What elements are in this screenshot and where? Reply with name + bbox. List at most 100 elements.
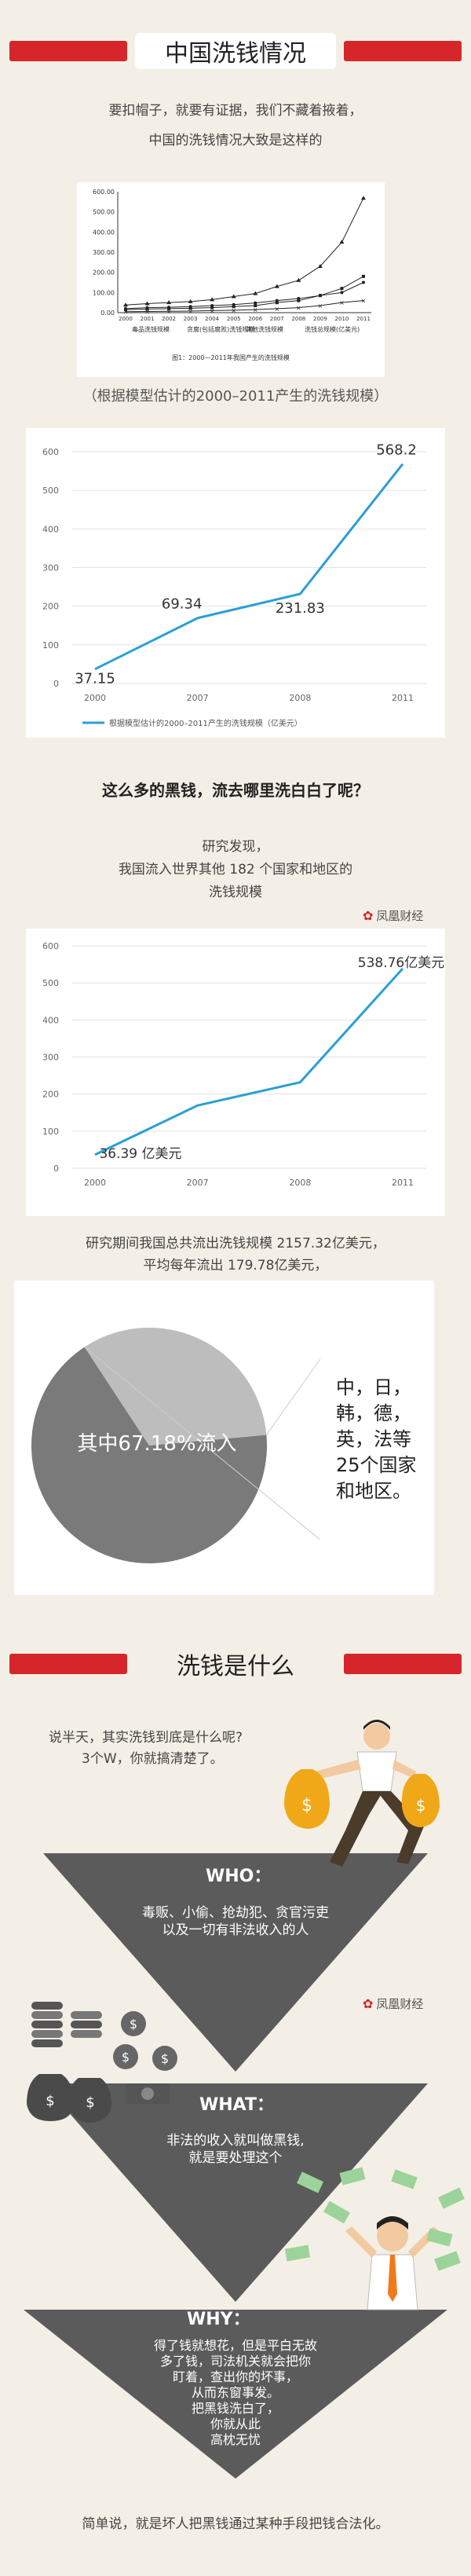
fig1-point: × [231,307,236,314]
fig1-x-tick: 2000 [119,316,133,322]
fig1-point [254,301,257,305]
fig1-point [166,300,172,305]
why-text-line: 从而东窗事发。 [191,2385,279,2400]
flying-money-icon [284,2167,465,2271]
what-text-line-2: 就是要处理这个 [188,2150,283,2166]
fig1-point [253,291,258,295]
y-tick-label: 0 [53,1163,59,1174]
fig1-point [274,284,279,288]
section-banner-1: 中国洗钱情况 [9,33,462,69]
fig1-point [124,308,127,312]
fig1-point [361,196,366,200]
who-triangle [43,1853,428,2072]
outflow-line-2: 平均每年流出 179.78亿美元， [143,1258,328,1273]
fig1-legend-entry: 其他洗钱规模 [246,325,283,333]
what-triangle [43,2083,428,2302]
svg-text:$: $ [86,2094,94,2111]
chart-1-card: 600 500 400 300 200 100 0 2000 2007 2008 2011 37.15… [26,428,445,738]
why-text-line: 高枕无忧 [210,2432,261,2447]
y-tick-label: 300 [42,1053,59,1063]
fig1-x-tick: 2011 [356,316,371,322]
legend-entry: 根据模型估计的2000–2011产生的洗钱规模（亿美元） [109,718,302,728]
fig1-point: × [361,298,367,305]
fig1-y-tick: 500.00 [93,209,115,216]
fig1-point [297,299,301,302]
y-tick-label: 500 [42,486,59,496]
fig1-y-tick: 200.00 [93,269,115,277]
chart-2-card: 600 500 400 300 200 100 0 2000 2007 2008 2011 36.39… [26,929,445,1216]
x-tick-label: 2000 [84,1178,106,1188]
businessman-icon [345,2216,440,2310]
why-triangle [24,2310,447,2479]
fig1-x-tick: 2003 [184,316,198,322]
research-line-2: 我国流入世界其他 182 个国家和地区的 [118,862,353,878]
what-text-line-1: 非法的收入就叫做黑钱, [166,2133,305,2149]
fig1-point: × [296,305,301,312]
brand-logo-1: ✿ 凤凰财经 [363,907,423,924]
question-heading: 这么多的黑钱，流去哪里洗白白了呢？ [102,781,369,800]
fig1-point: × [253,306,258,313]
svg-text:$: $ [416,1796,426,1815]
y-tick-label: 300 [42,563,59,573]
fig1-point: × [318,302,323,310]
x-tick-label: 2011 [392,693,414,703]
fig1-point: × [339,299,345,306]
fig1-point [123,302,128,307]
why-text-line: 多了钱，司法机关就会把你 [159,2354,311,2369]
y-tick-label: 0 [53,679,59,689]
x-tick-label: 2008 [289,1178,311,1188]
who-text-line-1: 毒贩、小偷、抢劫犯、贪官污吏 [142,1905,329,1921]
who-label: WHO： [206,1867,272,1886]
x-tick-label: 2008 [289,693,311,703]
intro-line-2: 中国的洗钱情况大致是这样的 [148,133,323,148]
fig1-point [362,274,365,278]
svg-text:$: $ [161,2051,169,2066]
fig1-series-line [125,282,364,310]
fig1-point [144,301,150,306]
section-banner-2: 洗钱是什么 [9,1646,462,1682]
fig1-point [210,297,215,302]
svg-text:$: $ [301,1796,312,1816]
x-tick-label: 2007 [187,1178,209,1188]
fig1-x-tick: 2009 [313,316,327,322]
pie-callout-line [84,1347,321,1541]
y-tick-label: 400 [42,1015,59,1025]
section-title-2: 洗钱是什么 [177,1653,294,1680]
outflow-line-1: 研究期间我国总共流出洗钱规模 2157.32亿美元， [86,1236,385,1251]
fig1-point: × [123,309,129,316]
fig1-legend-entry: 洗钱总规模(亿美元) [305,325,360,333]
y-tick-label: 600 [42,447,59,457]
pie-slice [31,1347,268,1563]
fig1-point [231,294,236,299]
fig1-point [188,306,192,310]
who-text: 毒贩、小偷、抢劫犯、贪官污吏 以及一切有非法收入的人 [118,1904,353,1939]
fig1-point [340,291,344,295]
x-tick-label: 2000 [84,693,106,703]
data-label: 538.76亿美元 [358,955,444,971]
banner-bar-left [9,41,127,61]
fig1-point [210,306,214,310]
y-tick-label: 400 [42,524,59,534]
y-tick-label: 100 [42,1127,59,1137]
fig1-point: × [210,307,215,314]
y-tick-label: 500 [42,978,59,988]
fig1-point: × [188,308,193,315]
fig1-point [362,280,365,284]
fig1-series-line [125,276,364,310]
y-tick-label: 100 [42,640,59,650]
figure-1-card: 600.00 500.00 400.00 300.00 200.00 100.00 0.00… [77,182,385,377]
fig1-point [188,299,193,303]
data-label: 69.34 [162,596,203,613]
fig1-point [339,240,345,244]
phoenix-icon: ✿ [363,1996,374,2011]
svg-text:$: $ [130,2017,137,2032]
fig1-legend-entry: 毒品洗钱规模 [132,325,170,333]
research-line-1: 研究发现， [202,839,269,855]
pie-callout-line [265,1358,321,1435]
coin-stacks-icon: $ $ $ $ $ [27,2002,177,2123]
phoenix-icon: ✿ [363,908,374,923]
fig1-x-tick: 2004 [205,316,219,322]
what-text: 非法的收入就叫做黑钱, 就是要处理这个 [118,2132,353,2167]
countries-text: 中，日，韩，德，英，法等25个国家和地区。 [336,1376,417,1502]
fig1-x-tick: 2005 [227,316,241,322]
